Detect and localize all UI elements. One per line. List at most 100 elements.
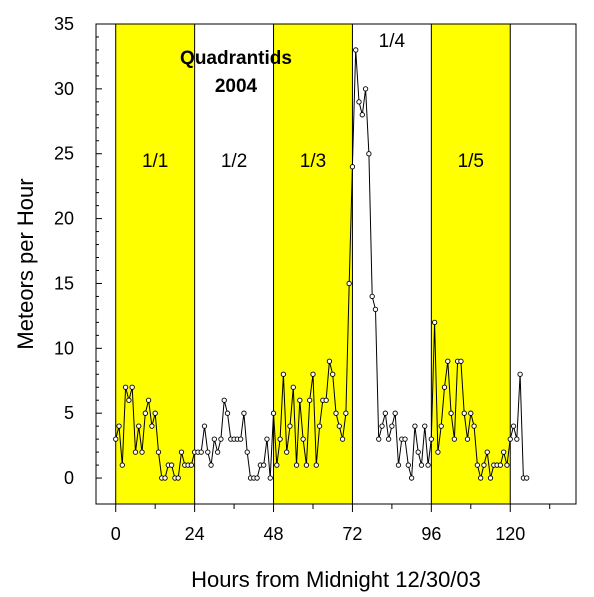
band-label-4: 1/4: [379, 31, 406, 52]
data-point: [300, 436, 306, 442]
data-point: [218, 436, 224, 442]
data-point: [132, 449, 139, 455]
y-tick-label: 5: [64, 403, 74, 423]
data-point: [438, 423, 444, 429]
y-tick-label: 10: [54, 338, 74, 358]
data-point: [339, 436, 346, 442]
data-point: [451, 436, 458, 442]
data-point: [280, 371, 287, 377]
day-band-1: [115, 23, 196, 505]
data-point: [425, 462, 431, 468]
data-point: [372, 306, 379, 313]
data-point: [369, 293, 375, 300]
data-point: [353, 47, 359, 53]
data-point: [188, 462, 194, 468]
x-tick-label: 24: [185, 524, 205, 544]
data-point: [178, 449, 185, 455]
data-point: [303, 462, 310, 468]
data-point: [458, 358, 464, 364]
data-point: [261, 462, 267, 468]
data-point: [254, 475, 260, 481]
data-point: [316, 423, 323, 429]
data-point: [238, 436, 244, 442]
data-point: [287, 423, 293, 429]
data-point: [267, 475, 273, 481]
data-point: [122, 384, 129, 390]
data-point: [214, 449, 221, 455]
y-tick-label: 35: [54, 14, 74, 34]
band-label-1: 1/1: [142, 151, 168, 172]
data-point: [224, 410, 231, 416]
data-point: [376, 436, 382, 442]
data-point: [274, 462, 280, 468]
data-point: [422, 423, 428, 429]
data-point: [149, 423, 155, 429]
data-point: [389, 423, 395, 429]
data-point: [497, 462, 504, 468]
band-label-2: 1/2: [221, 151, 247, 172]
data-point: [379, 423, 385, 429]
band-label-3: 1/3: [300, 151, 326, 172]
day-bands: [115, 23, 511, 505]
data-point: [136, 423, 142, 429]
data-point: [524, 475, 530, 481]
y-tick-label: 0: [64, 468, 74, 488]
data-point: [395, 462, 402, 468]
data-point: [297, 397, 303, 403]
data-point: [162, 475, 168, 481]
data-point: [313, 462, 319, 468]
data-point: [507, 436, 513, 442]
day-band-5: [430, 23, 511, 505]
data-point: [474, 462, 481, 468]
x-tick-label: 48: [264, 524, 284, 544]
data-point: [155, 449, 162, 455]
data-point: [293, 462, 300, 468]
data-point: [211, 436, 218, 442]
data-point: [330, 371, 336, 377]
band-labels: 1/1 1/2 1/3 1/4 1/5: [142, 31, 484, 172]
data-point: [346, 280, 352, 287]
data-point: [408, 475, 415, 481]
data-point: [145, 397, 152, 403]
data-point: [362, 86, 369, 92]
data-point: [356, 99, 362, 105]
data-point: [478, 475, 484, 481]
data-point: [461, 410, 467, 416]
axes: 0 5 10 15 20 25 30 35 0 24 48 72 96 120: [54, 14, 551, 544]
data-point: [307, 397, 313, 403]
x-tick-label: 120: [495, 524, 525, 544]
y-axis-title: Meteors per Hour: [13, 178, 38, 349]
data-point: [392, 410, 398, 416]
data-point: [198, 449, 204, 455]
data-point: [484, 449, 490, 455]
data-point: [284, 449, 290, 455]
data-point: [205, 449, 211, 455]
data-point: [418, 462, 425, 468]
y-tick-label: 30: [54, 79, 74, 99]
data-point: [510, 423, 517, 429]
data-point: [343, 410, 349, 416]
data-point: [468, 410, 474, 416]
data-point: [385, 436, 392, 442]
data-point: [152, 410, 158, 416]
data-point: [514, 436, 520, 442]
y-tick-label: 15: [54, 273, 74, 293]
data-point: [270, 410, 277, 416]
y-tick-label: 20: [54, 209, 74, 229]
series-layer: [113, 47, 530, 481]
data-point: [129, 384, 135, 390]
data-point: [310, 371, 316, 377]
data-point: [349, 164, 356, 170]
data-point: [445, 358, 451, 364]
data-point: [359, 112, 365, 118]
data-point: [168, 462, 175, 468]
data-point: [119, 462, 125, 468]
data-point: [221, 397, 227, 403]
data-point: [264, 436, 270, 442]
x-axis-title: Hours from Midnight 12/30/03: [191, 567, 481, 592]
chart-subtitle: 2004: [215, 76, 258, 97]
data-point: [435, 449, 441, 455]
data-point: [277, 436, 283, 442]
data-point: [290, 384, 296, 390]
data-point: [113, 436, 119, 442]
